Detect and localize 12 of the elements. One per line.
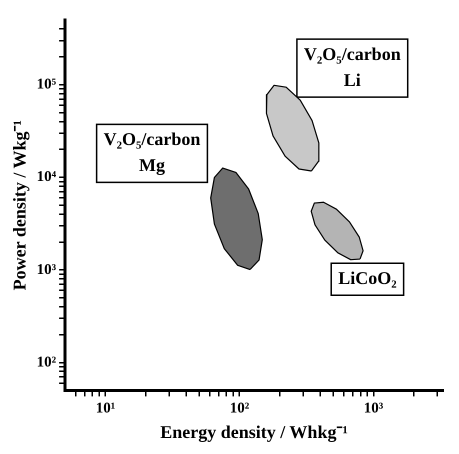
x-tick-label: 10³ <box>364 400 384 416</box>
series-label: V₂O₅/carbon Mg <box>104 129 200 175</box>
y-tick-label: 10² <box>36 354 57 370</box>
series-label: V₂O₅/carbon Li <box>304 44 401 90</box>
series-label: LiCoO₂ <box>338 268 397 288</box>
y-axis-title: Power density / Wkg⁻¹ <box>9 120 30 290</box>
y-tick-label: 10⁴ <box>36 169 57 186</box>
y-tick-label: 10⁵ <box>36 76 57 93</box>
x-tick-label: 10² <box>230 400 250 416</box>
x-axis-title: Energy density / Whkg⁻¹ <box>160 422 348 442</box>
y-tick-label: 10³ <box>36 262 57 278</box>
x-tick-label: 10¹ <box>96 400 116 416</box>
